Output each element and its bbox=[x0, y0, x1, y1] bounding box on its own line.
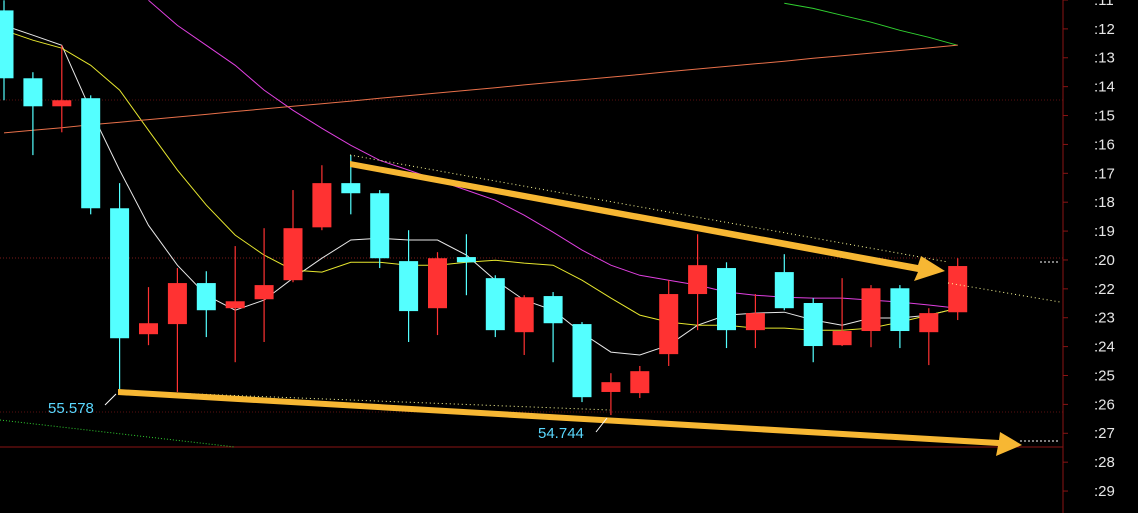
candle-body bbox=[485, 278, 505, 331]
candle-body bbox=[196, 283, 216, 311]
candle-body bbox=[81, 98, 101, 209]
candle-body bbox=[283, 228, 303, 281]
y-tick-label: :25 bbox=[1094, 367, 1115, 384]
moving-average-line bbox=[148, 0, 958, 309]
plot-area bbox=[0, 0, 968, 416]
y-tick-label: :13 bbox=[1094, 50, 1115, 67]
candle-body bbox=[428, 258, 447, 309]
candle-body bbox=[919, 313, 939, 333]
moving-average-line bbox=[3, 29, 958, 331]
candle-body bbox=[601, 382, 621, 392]
annotation-pointer bbox=[104, 393, 117, 406]
candle-body bbox=[0, 10, 14, 79]
candle-body bbox=[312, 183, 332, 228]
candle-body bbox=[254, 285, 274, 300]
candle-body bbox=[52, 100, 72, 107]
y-tick-label: :23 bbox=[1094, 310, 1115, 327]
candle-body bbox=[717, 268, 736, 331]
annotation: 54.744 bbox=[538, 425, 584, 442]
candle-body bbox=[167, 283, 187, 325]
y-tick-label: :29 bbox=[1094, 483, 1115, 500]
annotation: 55.578 bbox=[48, 400, 94, 417]
candle-body bbox=[341, 183, 361, 194]
y-tick-label: :18 bbox=[1094, 194, 1115, 211]
arrow bbox=[118, 389, 1022, 456]
y-tick-label: :11 bbox=[1094, 0, 1114, 9]
candle-body bbox=[745, 313, 765, 331]
y-tick-label: :19 bbox=[1094, 223, 1115, 240]
trend-line bbox=[0, 419, 236, 448]
candle-body bbox=[543, 296, 563, 324]
candle-body bbox=[110, 208, 130, 339]
candle-body bbox=[948, 266, 968, 313]
candle-body bbox=[572, 324, 592, 398]
trend-line bbox=[947, 282, 1061, 303]
candle-body bbox=[225, 301, 245, 309]
candle-body bbox=[774, 272, 794, 309]
candle-body bbox=[890, 288, 910, 332]
y-tick-label: :14 bbox=[1094, 79, 1115, 96]
candle-body bbox=[514, 297, 534, 333]
moving-average-line bbox=[784, 2, 958, 46]
y-tick-label: :16 bbox=[1094, 136, 1115, 153]
y-tick-label: :20 bbox=[1094, 252, 1115, 269]
candle-body bbox=[688, 265, 708, 295]
y-tick-label: :27 bbox=[1094, 425, 1115, 442]
candle-body bbox=[139, 323, 158, 335]
y-tick-label: :12 bbox=[1094, 21, 1115, 38]
y-tick-label: :28 bbox=[1094, 454, 1115, 471]
candle-body bbox=[832, 331, 852, 346]
y-tick-label: :17 bbox=[1094, 165, 1115, 182]
y-tick-label: :26 bbox=[1094, 396, 1115, 413]
candle-body bbox=[370, 193, 390, 259]
candle-body bbox=[630, 371, 650, 394]
y-tick-label: :24 bbox=[1094, 339, 1115, 356]
arrow bbox=[350, 161, 945, 281]
candle-body bbox=[456, 257, 476, 263]
candle-body bbox=[659, 294, 679, 355]
candle-body bbox=[23, 78, 43, 107]
candle-body bbox=[861, 288, 881, 332]
moving-average-line bbox=[3, 44, 958, 134]
y-tick-label: :15 bbox=[1094, 108, 1115, 125]
candle-body bbox=[399, 261, 419, 312]
candle-body bbox=[803, 303, 823, 347]
moving-average-line bbox=[3, 24, 958, 356]
annotation-pointer bbox=[595, 417, 608, 433]
y-tick-label: :22 bbox=[1094, 281, 1115, 298]
